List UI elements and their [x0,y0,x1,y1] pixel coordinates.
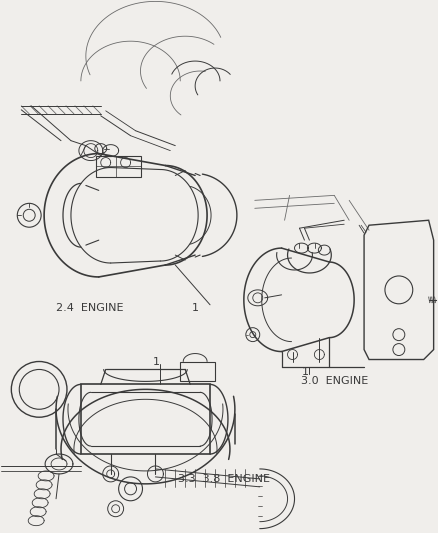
Text: 3.0  ENGINE: 3.0 ENGINE [301,376,369,386]
Text: 1: 1 [152,358,159,367]
Text: 3.3  3.8  ENGINE: 3.3 3.8 ENGINE [178,474,270,484]
Bar [81,384,210,454]
Text: 1: 1 [301,367,308,377]
Bar [180,361,215,382]
Text: 1: 1 [192,303,199,313]
Bar [96,156,141,177]
Text: 2.4  ENGINE: 2.4 ENGINE [56,303,124,313]
